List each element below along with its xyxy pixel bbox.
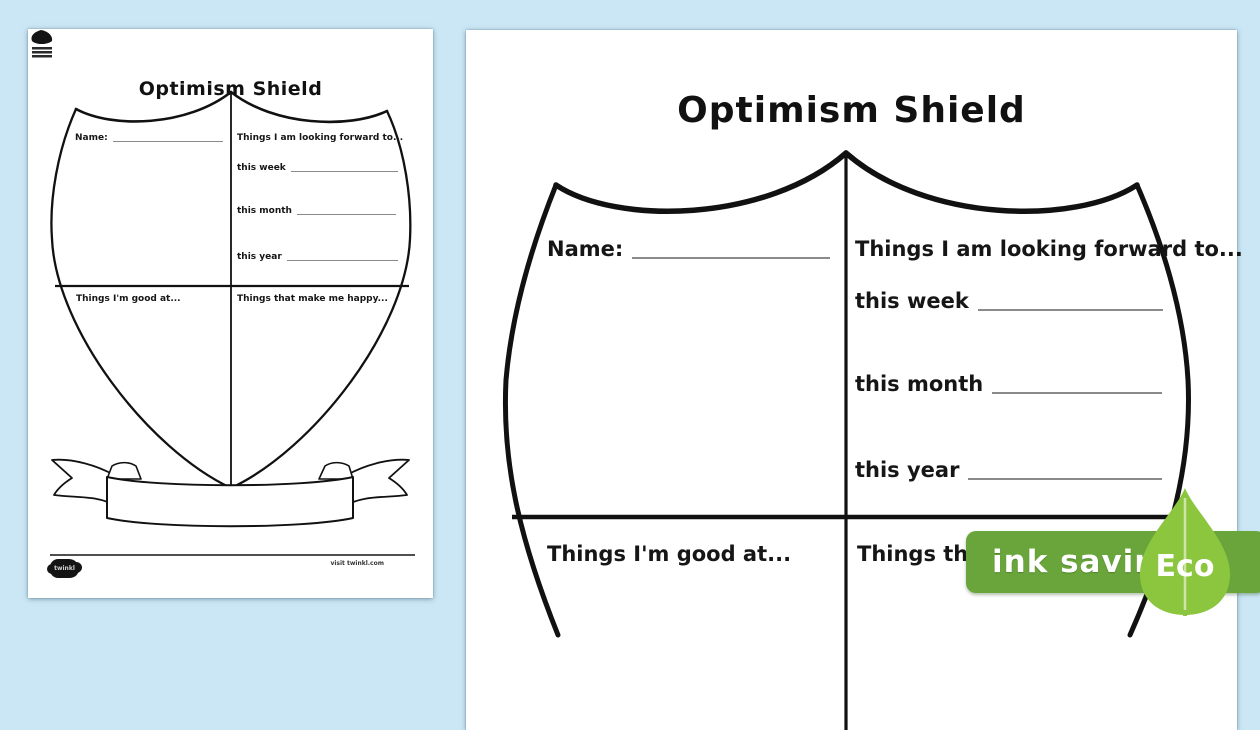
name-write-line: [632, 257, 830, 259]
banner-left-curl: [106, 461, 142, 480]
footer-url-text: visit twinkl.com: [330, 560, 384, 567]
twinkl-logo-text: twinkl: [54, 565, 75, 572]
name-label: Name:: [75, 133, 108, 143]
page-title: Optimism Shield: [677, 90, 1026, 131]
this-year-label: this year: [855, 458, 960, 482]
banner-right-curl: [318, 461, 354, 480]
this-year-label: this year: [237, 252, 282, 262]
looking-forward-row: Things I am looking forward to...: [855, 236, 1243, 262]
good-at-label: Things I'm good at...: [76, 294, 181, 304]
eco-label: Eco: [1156, 549, 1215, 584]
happy-label: Things that make me happy...: [237, 294, 388, 304]
this-year-write-line: [286, 260, 398, 261]
banner-main-band: [106, 476, 354, 528]
eco-leaf-icon: Eco: [1140, 488, 1230, 616]
certification-line-3: [32, 55, 52, 58]
looking-forward-label: Things I am looking forward to...: [237, 133, 404, 143]
this-month-row: this month: [237, 205, 396, 217]
banner-right-tail: [344, 458, 410, 507]
this-year-row: this year: [237, 251, 398, 263]
twinkl-logo: twinkl: [47, 559, 82, 578]
shield-top-left-curve: [74, 90, 233, 123]
name-write-line: [112, 141, 223, 142]
this-month-label: this month: [855, 372, 984, 396]
shield-left-edge: [502, 182, 561, 638]
name-row: Name:: [75, 132, 223, 144]
happy-row: Things that make me happy...: [237, 293, 388, 305]
footer-divider-line: [50, 554, 415, 556]
this-week-row: this week: [237, 162, 398, 174]
this-week-write-line: [977, 309, 1163, 311]
this-month-label: this month: [237, 206, 292, 216]
name-row: Name:: [547, 236, 830, 262]
banner-left-tail: [51, 458, 117, 507]
page-title: Optimism Shield: [138, 78, 323, 100]
certification-line-2: [32, 51, 52, 54]
shield-right-edge: [229, 109, 412, 490]
this-month-write-line: [992, 392, 1162, 394]
shield-top-left-curve: [553, 150, 849, 214]
banner-ribbon: [51, 458, 410, 528]
worksheet-preview: { "colors": { "background": "#cbe7f5", "…: [28, 29, 1260, 730]
shield-and-banner-drawing: [50, 90, 412, 528]
footer-certification-logo: [31, 30, 53, 58]
shield-top-right-curve: [229, 90, 389, 124]
good-at-row: Things I'm good at...: [547, 541, 791, 567]
worksheet-page-zoomed: Optimism Shield Name: Things I am lookin…: [466, 30, 1243, 730]
name-label: Name:: [547, 237, 624, 261]
worksheet-page-thumbnail: Optimism Shield Name: Things I am lookin…: [28, 29, 433, 598]
looking-forward-row: Things I am looking forward to...: [237, 132, 403, 144]
this-month-write-line: [296, 214, 396, 215]
good-at-label: Things I'm good at...: [547, 542, 792, 566]
this-year-row: this year: [855, 457, 1162, 483]
this-week-write-line: [290, 171, 398, 172]
this-month-row: this month: [855, 371, 1162, 397]
certification-line-1: [32, 47, 52, 50]
this-week-row: this week: [855, 288, 1163, 314]
this-week-label: this week: [237, 163, 286, 173]
shield-left-edge: [50, 107, 233, 490]
good-at-row: Things I'm good at...: [76, 293, 181, 305]
certification-leaf-shape: [31, 30, 53, 44]
this-week-label: this week: [855, 289, 969, 313]
this-year-write-line: [968, 478, 1162, 480]
looking-forward-label: Things I am looking forward to...: [855, 237, 1243, 261]
shield-top-right-curve: [843, 150, 1140, 214]
